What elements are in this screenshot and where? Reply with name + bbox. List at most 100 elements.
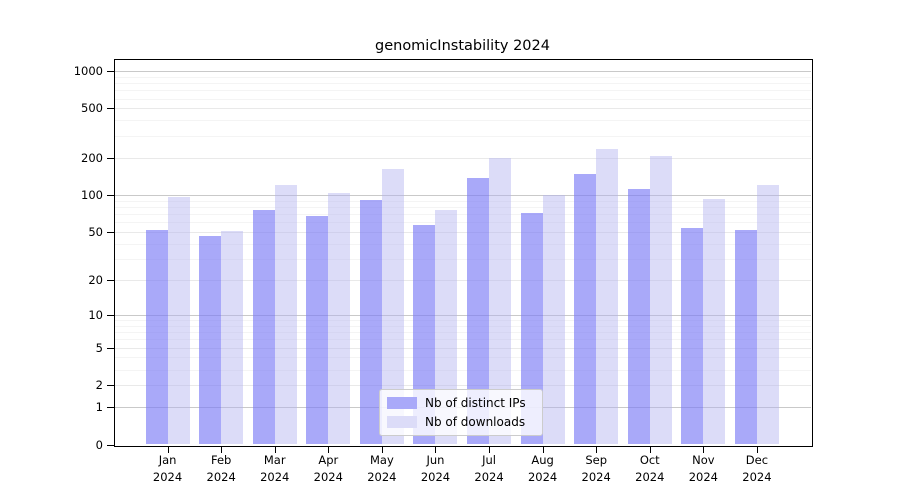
gridline-1000 <box>114 70 811 72</box>
bar-nov-ips <box>681 227 704 445</box>
bar-jun-downloads <box>435 209 458 445</box>
x-tick-label-line: 2024 <box>260 469 290 484</box>
y-tick-0 <box>107 444 114 446</box>
minor-gridline <box>114 200 811 202</box>
x-tick-may <box>381 445 383 453</box>
x-tick-label-line: 2024 <box>635 469 665 484</box>
gridline-5 <box>114 347 811 349</box>
y-tick-10 <box>107 314 114 316</box>
legend-item-downloads: Nb of downloads <box>387 415 535 429</box>
gridline-50 <box>114 231 811 233</box>
legend-label-distinct-ips: Nb of distinct IPs <box>425 396 526 411</box>
y-tick-50 <box>107 231 114 233</box>
x-tick-label-line: 2024 <box>474 469 504 484</box>
minor-gridline <box>114 258 811 260</box>
bar-sep-ips <box>574 173 597 445</box>
x-tick-label-line: 2024 <box>688 469 718 484</box>
minor-gridline <box>114 325 811 327</box>
y-tick-label-2: 2 <box>95 378 103 393</box>
legend: Nb of distinct IPs Nb of downloads <box>379 389 543 436</box>
minor-gridline <box>114 206 811 208</box>
ips-swatch <box>387 397 417 410</box>
minor-gridline <box>114 120 811 122</box>
minor-gridline <box>114 369 811 371</box>
x-tick-label-line: Dec <box>745 452 769 467</box>
bar-oct-ips <box>627 188 650 445</box>
y-tick-100 <box>107 194 114 196</box>
bar-feb-ips <box>199 236 222 445</box>
x-tick-jun <box>435 445 437 453</box>
gridline-100 <box>114 194 811 196</box>
y-tick-label-50: 50 <box>88 224 103 239</box>
x-tick-oct <box>649 445 651 453</box>
x-tick-label-line: 2024 <box>152 469 183 484</box>
y-tick-200 <box>107 157 114 159</box>
downloads-swatch <box>387 415 417 428</box>
x-tick-label-line: Aug <box>531 452 554 467</box>
x-tick-label-apr: Apr 2024 <box>298 452 358 486</box>
x-tick-label-line: Feb <box>210 452 232 467</box>
x-tick-nov <box>703 445 705 453</box>
bar-nov-downloads <box>703 199 726 445</box>
bar-oct-downloads <box>649 155 672 445</box>
x-tick-label-mar: Mar 2024 <box>245 452 305 486</box>
x-tick-aug <box>542 445 544 453</box>
minor-gridline <box>114 98 811 100</box>
x-tick-label-line: Oct <box>639 452 660 467</box>
bar-apr-downloads <box>328 193 351 445</box>
bar-mar-downloads <box>274 185 297 445</box>
x-tick-label-line: May <box>369 452 394 467</box>
x-tick-label-line: Jan <box>158 452 177 467</box>
x-tick-jul <box>489 445 491 453</box>
x-tick-label-jan: Jan 2024 <box>138 452 198 486</box>
x-tick-label-aug: Aug 2024 <box>513 452 573 486</box>
y-tick-20 <box>107 279 114 281</box>
x-tick-label-line: Jun <box>426 452 445 467</box>
chart-title: genomicInstability 2024 <box>375 38 550 54</box>
bar-may-ips <box>359 200 382 445</box>
x-tick-label-line: Jul <box>482 452 496 467</box>
gridline-500 <box>114 108 811 110</box>
bar-jul-ips <box>467 177 490 445</box>
bar-feb-downloads <box>221 230 244 445</box>
y-tick-label-200: 200 <box>81 150 103 165</box>
y-tick-label-5: 5 <box>95 340 103 355</box>
bar-dec-ips <box>734 229 757 445</box>
y-tick-1 <box>107 407 114 409</box>
x-tick-label-line: 2024 <box>742 469 772 484</box>
y-tick-label-1000: 1000 <box>73 63 103 78</box>
minor-gridline <box>114 357 811 359</box>
bar-mar-ips <box>252 210 275 445</box>
minor-gridline <box>114 222 811 224</box>
x-tick-label-dec: Dec 2024 <box>727 452 787 486</box>
minor-gridline <box>114 82 811 84</box>
minor-gridline <box>114 339 811 341</box>
minor-gridline <box>114 135 811 137</box>
y-tick-label-1: 1 <box>95 400 103 415</box>
y-tick-label-0: 0 <box>95 437 103 452</box>
x-tick-label-jun: Jun 2024 <box>405 452 465 486</box>
x-tick-label-line: Mar <box>263 452 286 467</box>
y-tick-label-500: 500 <box>81 101 103 116</box>
gridline-200 <box>114 157 811 159</box>
minor-gridline <box>114 76 811 78</box>
bar-sep-downloads <box>596 149 619 445</box>
minor-gridline <box>114 320 811 321</box>
x-tick-label-line: 2024 <box>313 469 343 484</box>
minor-gridline <box>114 243 811 245</box>
y-tick-label-10: 10 <box>88 307 103 322</box>
minor-gridline <box>114 332 811 334</box>
y-tick-5 <box>107 347 114 349</box>
minor-gridline <box>114 214 811 216</box>
x-tick-mar <box>274 445 276 453</box>
x-tick-label-line: 2024 <box>206 469 236 484</box>
x-tick-label-feb: Feb 2024 <box>191 452 251 486</box>
x-tick-jan <box>167 445 169 453</box>
x-tick-label-line: 2024 <box>367 469 397 484</box>
x-tick-label-line: Apr <box>318 452 339 467</box>
bar-jan-ips <box>145 229 168 445</box>
bar-dec-downloads <box>756 184 779 445</box>
x-tick-label-sep: Sep 2024 <box>566 452 626 486</box>
y-tick-label-100: 100 <box>81 187 103 202</box>
